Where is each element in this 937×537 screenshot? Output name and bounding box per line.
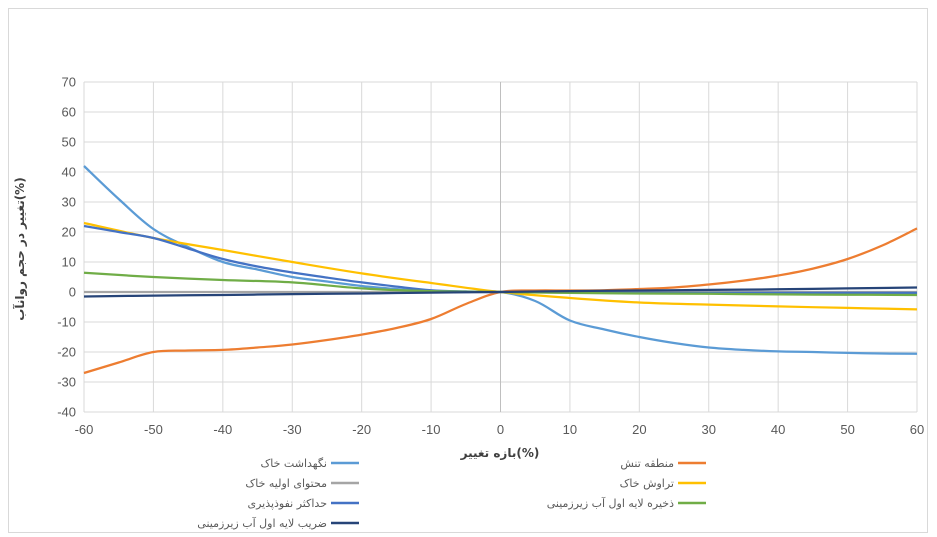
x-tick-label: 50 — [840, 422, 854, 437]
x-tick-label: -10 — [422, 422, 441, 437]
x-tick-label: 30 — [702, 422, 716, 437]
tick-labels: -40 -30 -20 -10 0 10 20 30 40 50 60 70 -60 -50 -40 -30 -… — [57, 75, 924, 438]
y-tick-label: -30 — [57, 375, 76, 390]
x-axis-title: بازه تغییر(%) — [460, 446, 540, 460]
x-tick-label: -20 — [352, 422, 371, 437]
x-tick-label: 10 — [563, 422, 577, 437]
y-tick-label: 10 — [62, 255, 76, 270]
gridlines — [83, 81, 918, 413]
y-tick-label: 70 — [62, 75, 76, 90]
x-tick-label: 40 — [771, 422, 785, 437]
y-tick-label: -40 — [57, 405, 76, 420]
legend-label: ضریب لایه اول آب زیرزمینی — [197, 516, 327, 530]
legend: نگهداشت خاک منطقه تنش محتوای اولیه خاک تراو… — [197, 457, 706, 530]
x-tick-label: -60 — [75, 422, 94, 437]
y-tick-label: 40 — [62, 165, 76, 180]
legend-label: تراوش خاک — [620, 477, 674, 490]
y-tick-label: 20 — [62, 225, 76, 240]
y-tick-label: -20 — [57, 345, 76, 360]
y-tick-label: 0 — [69, 285, 76, 300]
y-tick-label: 30 — [62, 195, 76, 210]
legend-label: محتوای اولیه خاک — [245, 477, 327, 490]
legend-label: حداکثر نفوذپذیری — [247, 497, 327, 510]
x-tick-label: -40 — [213, 422, 232, 437]
legend-label: ذخیره لایه اول آب زیرزمینی — [547, 496, 674, 510]
y-tick-label: -10 — [57, 315, 76, 330]
x-tick-label: -50 — [144, 422, 163, 437]
y-tick-label: 60 — [62, 105, 76, 120]
legend-label: منطقه تنش — [620, 457, 674, 470]
y-tick-label: 50 — [62, 135, 76, 150]
x-tick-label: 0 — [497, 422, 504, 437]
y-axis-title: تغییر در حجم روانآب(%) — [12, 177, 28, 320]
x-tick-label: 20 — [632, 422, 646, 437]
series-line-7 — [83, 286, 918, 298]
legend-label: نگهداشت خاک — [260, 457, 327, 470]
x-tick-label: 60 — [910, 422, 924, 437]
chart-frame — [8, 8, 928, 533]
x-tick-label: -30 — [283, 422, 302, 437]
series-lines — [83, 165, 918, 375]
